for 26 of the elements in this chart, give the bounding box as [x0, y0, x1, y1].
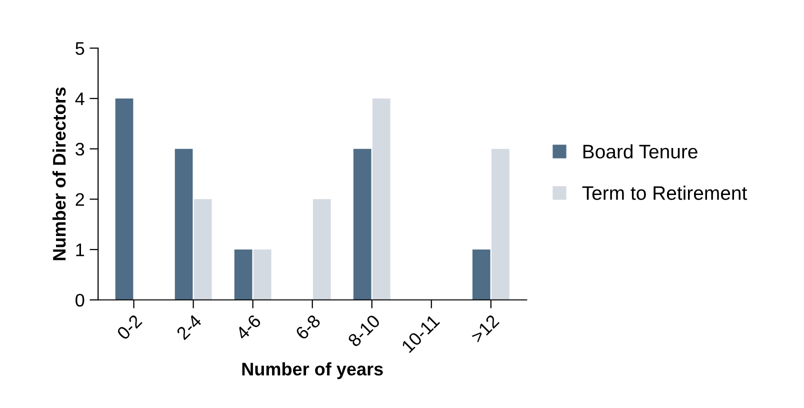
- legend-label: Term to Retirement: [582, 186, 748, 200]
- bar: [312, 199, 331, 300]
- x-tick-label: >12: [470, 314, 500, 344]
- y-axis-title: Number of Directors: [52, 87, 66, 260]
- x-tick-label: 2-4: [176, 314, 202, 340]
- bar: [372, 98, 390, 300]
- x-tick-label: 8-10: [347, 314, 381, 348]
- x-tick-label: 6-8: [294, 314, 322, 340]
- bar: [194, 199, 212, 300]
- y-tick-label: 5: [76, 42, 84, 55]
- x-tick-label: 0-2: [116, 314, 143, 340]
- x-tick-label: 4-6: [235, 314, 262, 341]
- y-tick-label: 3: [76, 142, 84, 156]
- bar: [353, 148, 372, 300]
- bar: [174, 148, 193, 300]
- bar: [253, 250, 272, 300]
- legend-label: Board Tenure: [583, 144, 698, 158]
- y-tick-label: 2: [76, 193, 84, 206]
- y-tick-label: 0: [76, 294, 84, 307]
- bar: [472, 250, 490, 300]
- bar: [492, 148, 510, 300]
- x-axis-title: Number of years: [242, 362, 383, 380]
- y-tick-label: 1: [76, 244, 84, 256]
- y-tick-label: 4: [75, 92, 84, 106]
- bar: [115, 98, 134, 300]
- bar: [234, 250, 252, 300]
